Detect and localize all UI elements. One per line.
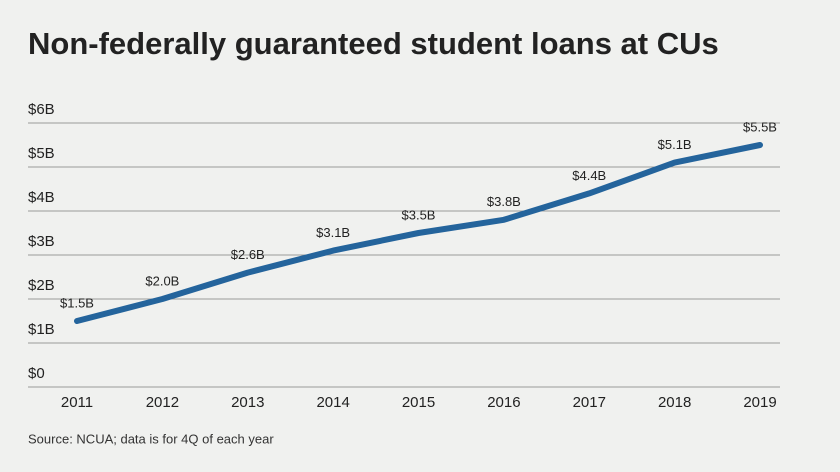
- value-label: $3.8B: [487, 194, 521, 209]
- x-tick-label: 2018: [658, 394, 691, 411]
- value-label: $4.4B: [572, 168, 606, 183]
- x-tick-label: 2017: [573, 394, 606, 411]
- x-tick-label: 2012: [146, 394, 179, 411]
- y-tick-label: $4B: [28, 189, 55, 206]
- data-line: [74, 142, 763, 324]
- value-label: $5.5B: [743, 119, 777, 134]
- x-tick-label: 2013: [231, 394, 264, 411]
- source-note: Source: NCUA; data is for 4Q of each yea…: [28, 431, 274, 446]
- y-tick-label: $2B: [28, 277, 55, 294]
- x-tick-label: 2014: [316, 394, 349, 411]
- value-label: $2.6B: [231, 247, 265, 262]
- value-label: $3.5B: [402, 207, 436, 222]
- value-label: $1.5B: [60, 295, 94, 310]
- x-tick-label: 2016: [487, 394, 520, 411]
- y-tick-label: $3B: [28, 233, 55, 250]
- x-tick-label: 2019: [743, 394, 776, 411]
- value-label: $3.1B: [316, 225, 350, 240]
- y-tick-label: $6B: [28, 101, 55, 118]
- x-tick-label: 2011: [61, 394, 93, 411]
- chart-title: Non-federally guaranteed student loans a…: [28, 26, 719, 61]
- y-tick-label: $0: [28, 365, 45, 382]
- value-label: $2.0B: [145, 273, 179, 288]
- y-tick-label: $1B: [28, 321, 55, 338]
- value-label: $5.1B: [658, 137, 692, 152]
- y-tick-label: $5B: [28, 145, 55, 162]
- x-tick-label: 2015: [402, 394, 435, 411]
